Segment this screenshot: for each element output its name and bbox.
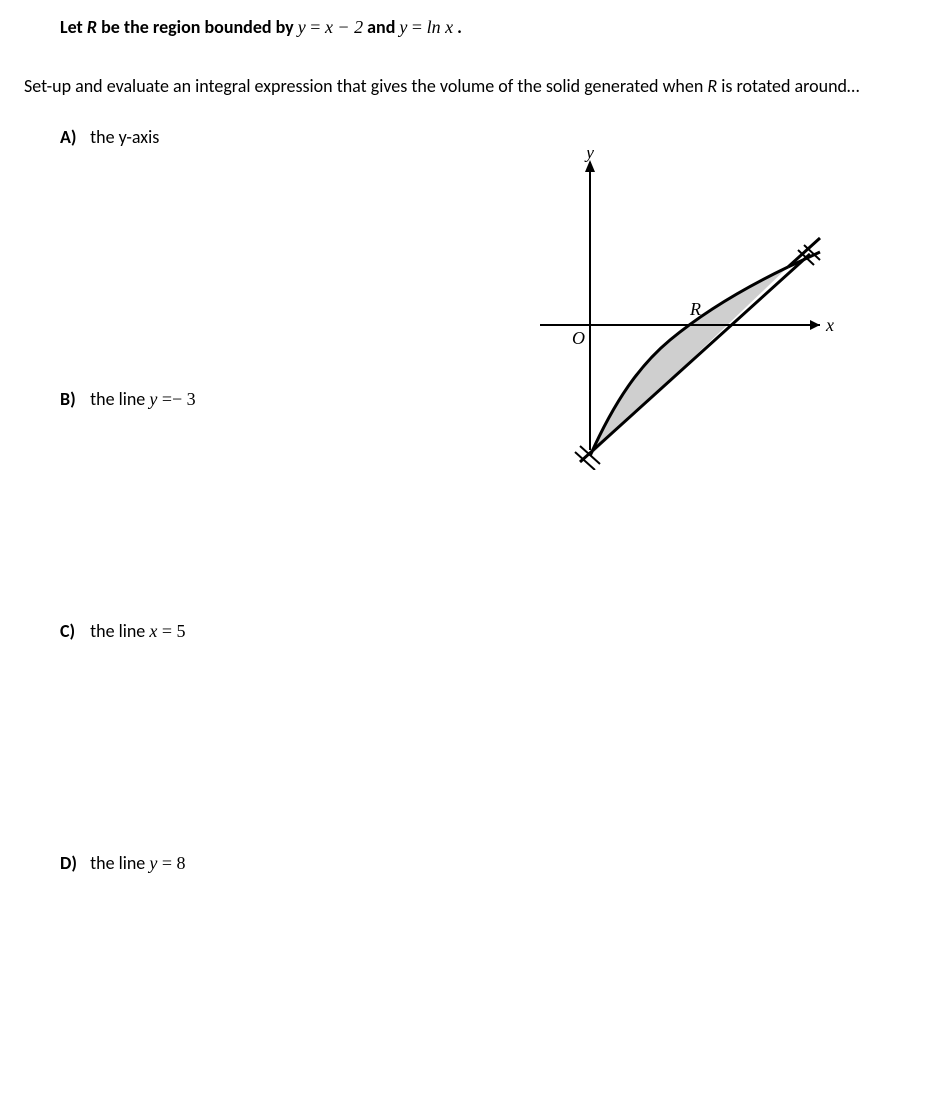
x-axis-arrow xyxy=(810,320,820,330)
option-b-text-pre: the line xyxy=(90,388,149,410)
y-axis-label: y xyxy=(584,150,594,162)
setup-text: Set-up and evaluate an integral expressi… xyxy=(24,74,912,98)
figure-svg: y x O R xyxy=(520,150,840,470)
eq1-eq: = xyxy=(306,17,325,37)
setup-line2: is rotated around… xyxy=(717,75,859,97)
option-b-label: B) xyxy=(60,388,86,410)
eq2-rhs: ln x xyxy=(427,17,454,37)
eq2-eq: = xyxy=(407,17,426,37)
title-and: and xyxy=(363,16,399,38)
option-c-eq: = 5 xyxy=(157,621,185,641)
option-a-text: the y-axis xyxy=(90,126,159,148)
eq1-rhs: x − 2 xyxy=(325,17,363,37)
title-period: . xyxy=(453,16,462,38)
origin-label: O xyxy=(572,328,585,348)
x-axis-label: x xyxy=(825,315,834,335)
option-d-eq: = 8 xyxy=(157,853,185,873)
eq1-lhs: y xyxy=(298,17,306,37)
option-c-label: C) xyxy=(60,620,86,642)
option-a: A) the y-axis xyxy=(60,126,912,148)
option-d: D) the line y = 8 xyxy=(60,852,912,874)
region-figure: y x O R xyxy=(520,150,840,470)
option-c: C) the line x = 5 xyxy=(60,620,912,642)
option-c-text-pre: the line xyxy=(90,620,149,642)
line-xminus2-ext xyxy=(788,238,820,267)
setup-R: R xyxy=(707,75,717,97)
problem-title: Let R be the region bounded by y = x − 2… xyxy=(60,16,912,38)
title-R: R xyxy=(87,16,97,38)
option-d-label: D) xyxy=(60,852,86,874)
setup-line1: Set-up and evaluate an integral expressi… xyxy=(24,75,707,97)
line-xminus2 xyxy=(580,254,810,462)
title-mid: be the region bounded by xyxy=(97,16,298,38)
option-a-label: A) xyxy=(60,126,86,148)
region-label: R xyxy=(689,299,701,319)
option-d-text-pre: the line xyxy=(90,852,149,874)
option-b-eq: =− 3 xyxy=(157,389,195,409)
title-prefix: Let xyxy=(60,16,87,38)
